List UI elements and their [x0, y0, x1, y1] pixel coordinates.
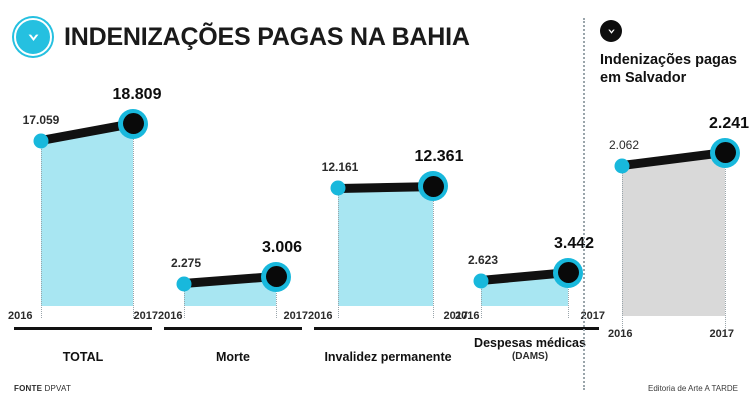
page-title: INDENIZAÇÕES PAGAS NA BAHIA — [64, 22, 470, 51]
data-point-2017[interactable] — [118, 108, 148, 139]
category-label-title: Invalidez permanente — [324, 350, 452, 364]
category-label: Invalidez permanente — [308, 350, 468, 364]
guide-line-2016 — [41, 138, 42, 318]
data-point-2017[interactable] — [553, 257, 583, 288]
value-label-2017: 2.241 — [708, 114, 750, 132]
area-fill — [622, 152, 725, 316]
chart-plot-area: 17.059 18.809 — [8, 66, 161, 318]
x-tick-2016: 2016 — [308, 310, 333, 322]
chart-plot-area: 2.275 3.006 — [158, 66, 308, 318]
axis-rule — [164, 327, 302, 330]
credit-note: Editoria de Arte A TARDE — [648, 384, 738, 393]
x-tick-2017: 2017 — [443, 310, 468, 322]
source-note: FONTE DPVAT — [14, 384, 71, 393]
chart-total: 17.059 18.809 2016 2017 TOTAL — [8, 66, 161, 366]
chart-plot-area: 2.623 3.442 — [455, 66, 605, 318]
x-axis-ticks: 2016 2017 — [455, 310, 605, 324]
category-label-title: Despesas médicas — [474, 336, 586, 350]
category-label: Morte — [158, 350, 308, 364]
axis-rule — [14, 327, 152, 330]
x-tick-2017: 2017 — [283, 310, 308, 322]
x-tick-2016: 2016 — [158, 310, 183, 322]
category-label-title: Morte — [215, 350, 251, 364]
salvador-panel: Indenizações pagas em Salvador 2.062 2.24… — [600, 20, 750, 380]
value-label-2016: 2.623 — [467, 252, 499, 267]
x-tick-2016: 2016 — [608, 328, 633, 340]
x-tick-2017: 2017 — [580, 310, 605, 322]
x-tick-2016: 2016 — [8, 310, 33, 322]
value-label-2016: 2.275 — [170, 255, 202, 270]
chart-morte: 2.275 3.006 2016 2017 Morte — [158, 66, 308, 366]
data-point-2016[interactable] — [176, 276, 192, 292]
chart-invalidez-permanente: 12.161 12.361 2016 2017 Invalidez permanente — [308, 66, 468, 366]
source-label: FONTE — [14, 384, 43, 393]
x-axis-ticks: 2016 2017 — [608, 328, 734, 342]
salvador-panel-title: Indenizações pagas em Salvador — [600, 52, 737, 86]
value-label-2017: 3.006 — [261, 238, 303, 256]
chart-plot-area: 2.062 2.241 — [600, 102, 750, 330]
chart-salvador: 2.062 2.241 2016 2017 — [600, 102, 750, 364]
data-point-2017[interactable] — [710, 137, 740, 168]
axis-rule — [314, 327, 462, 330]
category-label: TOTAL — [8, 350, 158, 364]
bahia-charts-panel: 17.059 18.809 2016 2017 TOTAL 2.275 3.006 2016 2… — [0, 66, 605, 366]
x-tick-2017: 2017 — [133, 310, 158, 322]
chart-despesas-m-dicas: 2.623 3.442 2016 2017 Despesas médicas (DAMS) — [455, 66, 605, 366]
x-axis-ticks: 2016 2017 — [158, 310, 308, 324]
chart-plot-area: 12.161 12.361 — [308, 66, 468, 318]
guide-line-2017 — [433, 184, 434, 318]
guide-line-2017 — [276, 274, 277, 318]
source-value: DPVAT — [44, 384, 72, 393]
area-fill — [41, 123, 133, 306]
x-tick-2017: 2017 — [709, 328, 734, 340]
header: INDENIZAÇÕES PAGAS NA BAHIA — [14, 18, 470, 56]
axis-rule — [461, 327, 599, 330]
guide-line-2016 — [338, 186, 339, 318]
value-label-2016: 12.161 — [321, 160, 359, 175]
value-label-2016: 17.059 — [22, 112, 60, 127]
data-point-2016[interactable] — [33, 133, 49, 149]
chevron-down-circle-icon — [14, 18, 52, 56]
panel-divider — [583, 18, 585, 390]
data-point-2016[interactable] — [330, 180, 346, 196]
data-point-2017[interactable] — [261, 261, 291, 292]
guide-line-2017 — [133, 121, 134, 318]
category-label-subtitle: (DAMS) — [511, 351, 549, 362]
x-axis-ticks: 2016 2017 — [8, 310, 158, 324]
data-point-2017[interactable] — [418, 171, 448, 202]
value-label-2017: 3.442 — [553, 234, 595, 252]
x-axis-ticks: 2016 2017 — [308, 310, 468, 324]
guide-line-2017 — [568, 270, 569, 318]
x-tick-2016: 2016 — [455, 310, 480, 322]
value-label-2017: 18.809 — [112, 85, 162, 103]
value-label-2017: 12.361 — [414, 148, 464, 166]
guide-line-2016 — [184, 281, 185, 318]
category-label-title: TOTAL — [62, 350, 104, 364]
guide-line-2016 — [481, 278, 482, 318]
category-label: Despesas médicas (DAMS) — [455, 336, 605, 364]
chevron-down-circle-dark-icon — [600, 20, 622, 42]
guide-line-2016 — [622, 163, 623, 330]
data-point-2016[interactable] — [614, 158, 630, 174]
data-point-2016[interactable] — [473, 273, 489, 289]
guide-line-2017 — [725, 150, 726, 330]
value-label-2016: 2.062 — [608, 137, 640, 152]
area-fill — [338, 186, 433, 306]
